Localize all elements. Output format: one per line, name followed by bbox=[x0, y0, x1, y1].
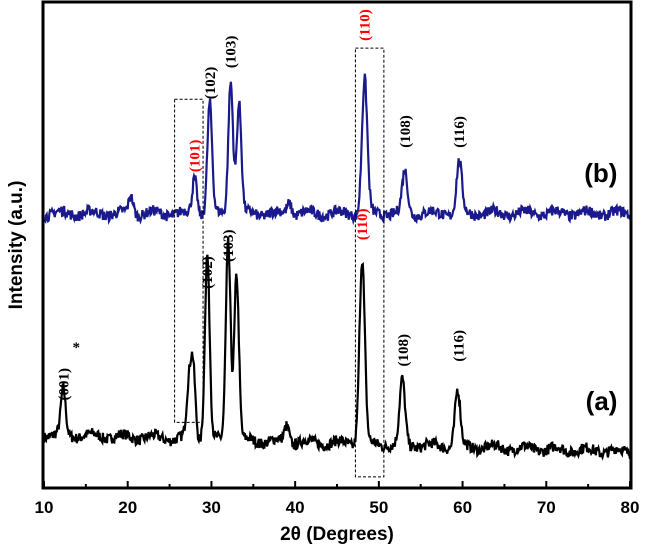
y-axis-label: Intensity (a.u.) bbox=[6, 181, 27, 310]
series-line-a bbox=[42, 237, 632, 461]
peak-label: (116) bbox=[452, 116, 468, 148]
x-tick-label: 40 bbox=[286, 498, 305, 517]
peak-label: (108) bbox=[398, 115, 414, 148]
series-line-b bbox=[43, 73, 632, 226]
plot-frame bbox=[41, 0, 633, 490]
peak-label: (116) bbox=[451, 330, 467, 362]
x-axis-label: 2θ (Degrees) bbox=[280, 524, 394, 545]
asterisk-annotation: * bbox=[72, 340, 80, 356]
series-label: (a) bbox=[586, 386, 618, 416]
x-tick-label: 20 bbox=[118, 498, 137, 517]
peak-label: (110) bbox=[355, 208, 371, 240]
x-tick-label: 50 bbox=[369, 498, 388, 517]
series-label: (b) bbox=[584, 158, 617, 188]
peak-label: (102) bbox=[200, 256, 216, 289]
peak-label: (101) bbox=[188, 140, 204, 173]
dashed-highlight-box bbox=[354, 47, 385, 478]
peak-label: (102) bbox=[203, 67, 219, 100]
dashed-highlight-box bbox=[174, 98, 204, 423]
peak-label: (110) bbox=[358, 9, 374, 41]
peak-label: (103) bbox=[221, 230, 237, 263]
x-tick-label: 80 bbox=[621, 498, 640, 517]
peak-label: (001) bbox=[56, 368, 72, 401]
x-tick-label: 60 bbox=[453, 498, 472, 517]
x-tick-label: 10 bbox=[35, 498, 54, 517]
x-tick-label: 70 bbox=[537, 498, 556, 517]
x-tick-label: 30 bbox=[202, 498, 221, 517]
peak-label: (108) bbox=[396, 334, 412, 367]
peak-label: (103) bbox=[224, 36, 240, 69]
